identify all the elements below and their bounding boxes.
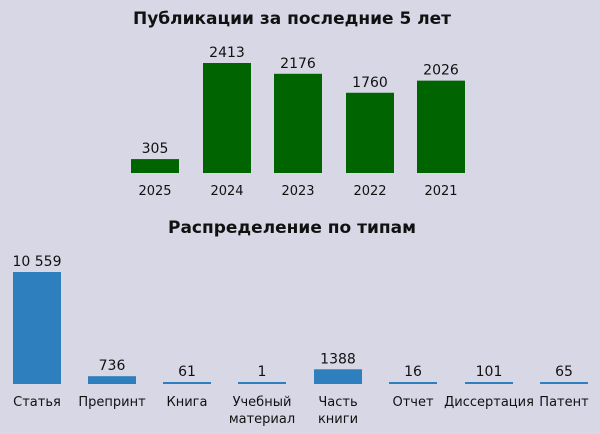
value-label-type-1: 10 559: [13, 254, 62, 270]
category-label-2022: 2022: [353, 184, 386, 199]
value-label-type-4: 1: [258, 364, 267, 380]
bar-2022: [346, 92, 394, 173]
value-label-type-7: 101: [476, 364, 503, 380]
value-label-type-3: 61: [178, 364, 196, 380]
category-label-type-2: Препринт: [78, 395, 146, 410]
bar-type-6: [389, 382, 437, 384]
category-label-2023: 2023: [281, 184, 314, 199]
category-label-type-6: Отчет: [392, 395, 433, 410]
distribution-by-type-chart: Распределение по типам 10 559 Статья 736 Пр…: [13, 218, 590, 427]
category-label-type-5-line-2: книги: [318, 412, 358, 427]
publications-by-year-chart: Публикации за последние 5 лет 305 2025 241…: [131, 9, 465, 199]
category-label-2021: 2021: [424, 184, 457, 199]
category-label-2024: 2024: [210, 184, 243, 199]
bar-2025: [131, 159, 179, 173]
category-label-type-8: Патент: [539, 395, 589, 410]
bar-type-3: [163, 382, 211, 384]
category-label-type-7: Диссертация: [444, 395, 534, 410]
bar-type-5: [314, 369, 362, 384]
bar-type-1: [13, 272, 61, 384]
bar-type-8: [540, 382, 588, 384]
value-label-type-5: 1388: [320, 351, 356, 367]
category-label-2025: 2025: [138, 184, 171, 199]
bar-type-2: [88, 376, 136, 384]
value-label-type-6: 16: [404, 364, 422, 380]
bar-2021: [417, 80, 465, 173]
value-label-2022: 1760: [352, 75, 388, 91]
category-label-type-3: Книга: [167, 395, 208, 410]
bar-2023: [274, 73, 322, 173]
value-label-type-8: 65: [555, 364, 573, 380]
bar-type-4: [238, 382, 286, 384]
category-label-type-4-line-2: материал: [229, 412, 295, 427]
value-label-2021: 2026: [423, 63, 459, 79]
value-label-2024: 2413: [209, 45, 245, 61]
category-label-type-1: Статья: [13, 395, 61, 410]
value-label-2023: 2176: [280, 56, 316, 72]
publications-by-year-title: Публикации за последние 5 лет: [133, 9, 451, 29]
distribution-by-type-title: Распределение по типам: [168, 218, 416, 238]
value-label-type-2: 736: [99, 358, 126, 374]
bar-type-7: [465, 382, 513, 384]
category-label-type-5-line-1: Часть: [318, 395, 357, 410]
bar-2024: [203, 63, 251, 173]
category-label-type-4-line-1: Учебный: [233, 395, 292, 410]
value-label-2025: 305: [142, 141, 169, 157]
